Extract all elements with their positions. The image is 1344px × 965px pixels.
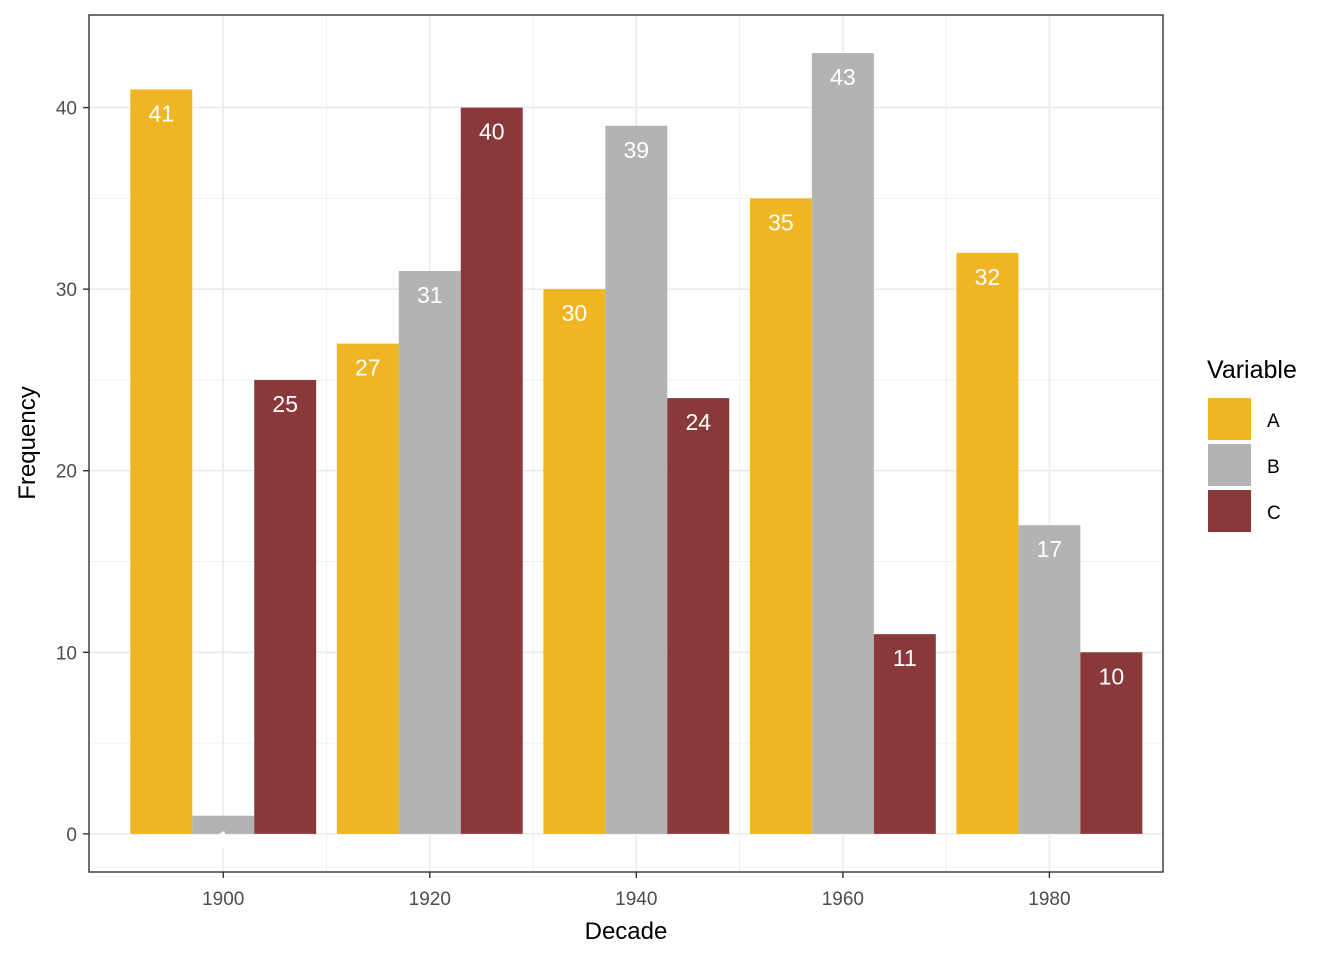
bar-c-1960 xyxy=(873,634,936,834)
bar-label-b-1900: 1 xyxy=(217,827,230,853)
y-tick-label: 30 xyxy=(56,280,77,301)
bar-b-1980 xyxy=(1018,525,1081,834)
bar-label-b-1920: 31 xyxy=(417,282,443,308)
bar-b-1940 xyxy=(605,125,668,834)
bar-label-c-1940: 24 xyxy=(685,409,711,435)
x-tick-label: 1920 xyxy=(409,889,451,910)
bar-label-a-1920: 27 xyxy=(355,355,381,381)
bar-label-a-1960: 35 xyxy=(768,209,794,235)
bar-c-1920 xyxy=(460,107,523,834)
legend-label-b: B xyxy=(1267,457,1280,478)
bar-label-b-1980: 17 xyxy=(1037,536,1063,562)
bar-label-a-1940: 30 xyxy=(562,300,588,326)
bar-label-c-1960: 11 xyxy=(893,645,917,671)
legend-title: Variable xyxy=(1207,356,1297,384)
y-tick-label: 40 xyxy=(56,99,77,120)
x-tick-label: 1900 xyxy=(202,889,244,910)
bar-b-1960 xyxy=(811,53,874,834)
bar-a-1960 xyxy=(749,198,812,834)
bar-a-1900 xyxy=(130,89,193,834)
x-axis-title: Decade xyxy=(585,918,668,945)
legend-key-a xyxy=(1208,398,1251,440)
bar-labels: 41 27 30 35 32 1 31 39 43 17 25 40 24 11 10 xyxy=(148,64,1124,853)
legend-label-c: C xyxy=(1267,503,1281,524)
bar-label-a-1900: 41 xyxy=(148,100,174,126)
legend-items: A B C xyxy=(1208,398,1281,532)
x-tick-label: 1940 xyxy=(615,889,657,910)
panel-border xyxy=(88,14,1164,873)
axes: 0 10 20 30 40 1900 1920 1940 1960 1980 xyxy=(56,99,1071,910)
y-axis-title: Frequency xyxy=(14,386,41,499)
bar-c-1900 xyxy=(254,379,317,834)
y-tick-label: 0 xyxy=(66,825,77,846)
x-tick-label: 1980 xyxy=(1028,889,1070,910)
bar-label-c-1980: 10 xyxy=(1099,663,1125,689)
bar-c-1980 xyxy=(1080,652,1143,834)
bars xyxy=(130,53,1143,834)
bar-label-c-1920: 40 xyxy=(479,119,505,145)
y-tick-label: 10 xyxy=(56,643,77,664)
bar-label-c-1900: 25 xyxy=(272,391,298,417)
bar-a-1920 xyxy=(336,343,399,834)
legend: Variable A B C xyxy=(1207,356,1297,532)
legend-key-c xyxy=(1208,490,1251,532)
x-tick-label: 1960 xyxy=(822,889,864,910)
bar-b-1900 xyxy=(192,815,255,834)
bar-b-1920 xyxy=(398,271,461,834)
bar-a-1980 xyxy=(956,252,1019,834)
legend-key-b xyxy=(1208,444,1251,486)
bar-a-1940 xyxy=(543,289,606,834)
legend-label-a: A xyxy=(1267,411,1280,432)
bar-label-b-1940: 39 xyxy=(624,137,650,163)
bar-label-b-1960: 43 xyxy=(830,64,856,90)
bar-label-a-1980: 32 xyxy=(975,264,1001,290)
bar-c-1940 xyxy=(667,398,730,834)
y-tick-label: 20 xyxy=(56,462,77,483)
